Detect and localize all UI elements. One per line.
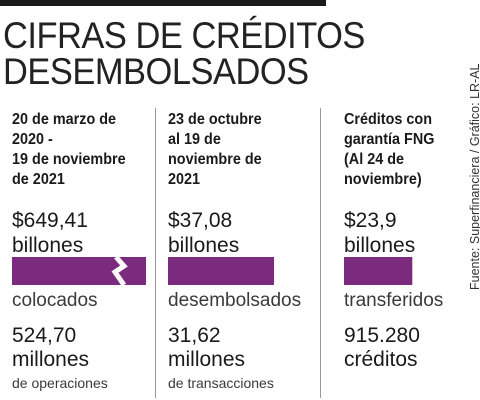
period-label: 20 de marzo de 2020 - 19 de noviembre de… [12,110,147,190]
count-unit: millones [12,348,90,371]
count-number: 524,70 [12,324,77,347]
period-line: 19 de noviembre [12,151,126,168]
period-label: Créditos con garantía FNG (Al 24 de novi… [344,110,479,190]
period-line: noviembre de [168,151,262,168]
bar-transferidos-chart [344,257,413,285]
count-unit: créditos [344,348,418,371]
period-line: garantía FNG [344,131,435,148]
count-number: 915.280 [344,324,420,347]
period-line: 2020 - [12,131,53,148]
count-sub: de transacciones [168,375,274,391]
period-line: noviembre) [344,171,422,188]
amount-unit: billones [12,234,84,257]
period-label: 23 de octubre al 19 de noviembre de 2021 [168,110,303,190]
period-line: 23 de octubre [168,111,262,128]
period-line: Créditos con [344,111,433,128]
column-divider-1 [155,108,156,398]
period-line: de 2021 [12,171,65,188]
amount-value: $37,08 billones [168,208,239,258]
amount-value: $649,41 billones [12,208,88,258]
status-label: desembolsados [168,290,302,311]
period-line: 2021 [168,171,201,188]
bar-colocados-chart [12,255,146,287]
count-value: 31,62 millones de transacciones [168,324,274,392]
period-line: (Al 24 de [344,151,405,168]
amount-number: $37,08 [168,209,233,232]
count-number: 31,62 [168,324,221,347]
top-rule [0,0,326,6]
status-label: colocados [12,290,98,311]
count-value: 524,70 millones de operaciones [12,324,108,392]
chart-title: CIFRAS DE CRÉDITOS DESEMBOLSADOS [3,15,365,92]
count-sub: de operaciones [12,375,108,391]
column-divider-2 [320,108,321,398]
period-line: al 19 de [168,131,221,148]
bar-desembolsados [168,257,274,285]
title-line-1: CIFRAS DE CRÉDITOS [3,15,365,56]
title-line-2: DESEMBOLSADOS [3,51,309,92]
axis-break-mark [111,255,128,287]
amount-number: $649,41 [12,209,88,232]
count-unit: millones [168,348,246,371]
amount-number: $23,9 [344,209,397,232]
amount-unit: billones [168,234,240,257]
bar-transferidos [344,257,413,285]
period-line: 20 de marzo de [12,111,117,128]
source-credit: Fuente: Superfinanciera / Gráfico: LR-AL [468,63,480,290]
status-label: transferidos [344,290,444,311]
count-value: 915.280 créditos [344,324,420,374]
bar-colocados [12,257,146,285]
amount-value: $23,9 billones [344,208,415,258]
amount-unit: billones [344,234,416,257]
bar-desembolsados-chart [168,257,274,285]
